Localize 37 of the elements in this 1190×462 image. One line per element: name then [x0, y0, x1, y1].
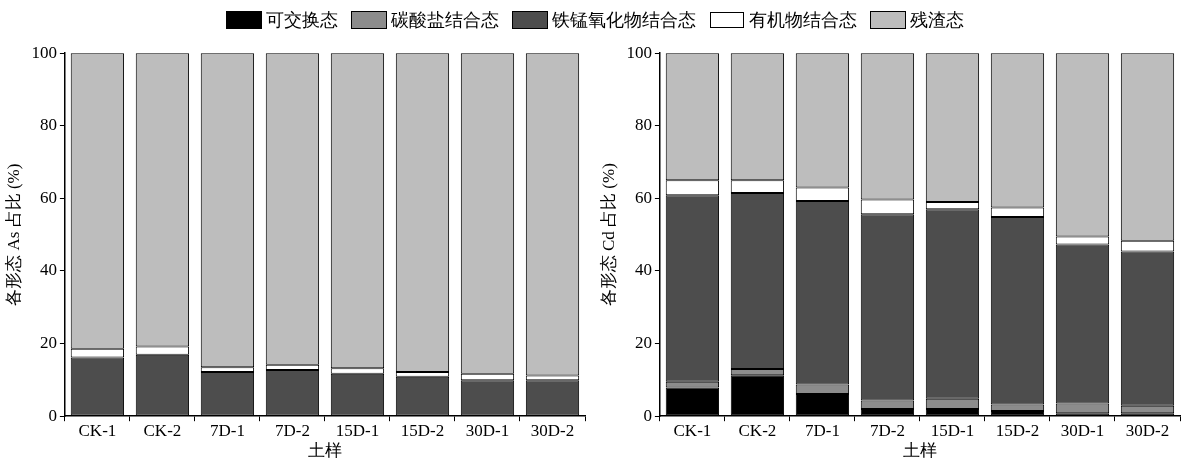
y-axis-title: 各形态 As 占比 (%)	[3, 163, 23, 306]
x-tick-label: CK-1	[78, 420, 117, 440]
legend-label: 有机物结合态	[748, 9, 857, 32]
y-tick-label: 0	[643, 405, 652, 425]
x-tick-label: 15D-2	[995, 420, 1040, 440]
x-tick-label: 15D-1	[335, 420, 380, 440]
x-tick-label: 30D-2	[530, 420, 575, 440]
y-tick-label: 40	[634, 260, 652, 280]
x-tick-label: CK-2	[143, 420, 182, 440]
x-tick-label: 7D-1	[209, 420, 245, 440]
x-axis-title: 土样	[902, 441, 937, 461]
x-tick-label: 15D-2	[400, 420, 445, 440]
y-tick-label: 20	[39, 333, 57, 353]
x-tick-label: 30D-2	[1125, 420, 1170, 440]
y-tick-label: 100	[626, 42, 652, 62]
y-tick-label: 60	[39, 187, 57, 207]
y-tick-label: 100	[31, 42, 57, 62]
x-tick-label: CK-2	[738, 420, 777, 440]
y-tick-label: 80	[39, 115, 57, 135]
y-tick-label: 40	[39, 260, 57, 280]
legend-label: 残渣态	[909, 9, 964, 32]
x-tick-label: 30D-1	[1060, 420, 1105, 440]
y-tick-label: 80	[634, 115, 652, 135]
x-tick-label: CK-1	[673, 420, 712, 440]
y-tick-label: 0	[48, 405, 57, 425]
x-axis-title: 土样	[307, 441, 342, 461]
y-tick-label: 60	[634, 187, 652, 207]
legend-label: 碳酸盐结合态	[390, 9, 499, 32]
x-tick-label: 7D-1	[804, 420, 840, 440]
legend-label: 可交换态	[265, 9, 338, 32]
x-tick-label: 15D-1	[930, 420, 975, 440]
y-axis-title: 各形态 Cd 占比 (%)	[598, 163, 618, 307]
x-tick-label: 7D-2	[869, 420, 905, 440]
x-tick-label: 30D-1	[465, 420, 510, 440]
x-tick-label: 7D-2	[274, 420, 310, 440]
y-tick-label: 20	[634, 333, 652, 353]
legend-label: 铁锰氧化物结合态	[551, 9, 696, 32]
